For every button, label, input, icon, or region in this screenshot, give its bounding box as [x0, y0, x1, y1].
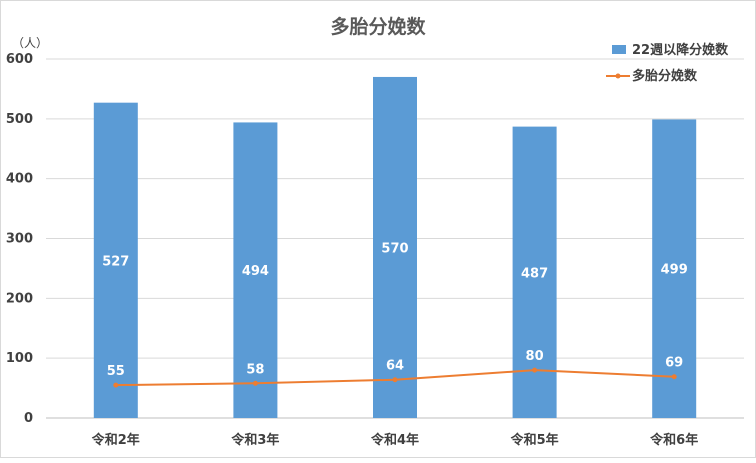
- y-tick-label: 300: [6, 232, 33, 247]
- x-tick-label: 令和3年: [231, 432, 279, 448]
- y-tick-label: 500: [6, 112, 33, 127]
- axis-layer: 0 100 200 300 400 500 600 令和2年 令和3年 令和4年 令和5年 令和6年: [6, 52, 698, 448]
- y-tick-label: 200: [6, 291, 33, 306]
- line-point: [113, 382, 119, 388]
- bar: [373, 76, 417, 418]
- bar: [93, 102, 138, 418]
- bar-data-label: 499: [661, 263, 688, 278]
- line-data-label: 64: [386, 359, 404, 374]
- legend-line-marker: [615, 73, 621, 79]
- y-axis-unit: （人）: [12, 36, 48, 50]
- bar: [233, 122, 278, 418]
- y-tick-label: 600: [6, 52, 33, 67]
- line-data-label: 58: [246, 362, 264, 377]
- line-data-label: 69: [665, 356, 683, 371]
- x-tick-label: 令和6年: [650, 432, 698, 448]
- x-tick-label: 令和4年: [371, 432, 419, 448]
- legend: 22週以降分娩数 多胎分娩数: [606, 42, 729, 84]
- x-tick-label: 令和5年: [511, 432, 559, 448]
- line-data-label: 55: [107, 364, 125, 379]
- label-layer: 527 494 570 487 499 55 58 64 80 69: [102, 241, 688, 379]
- line-point: [532, 367, 538, 373]
- line-data-label: 80: [526, 349, 544, 364]
- bar-layer: [93, 76, 697, 418]
- bar-data-label: 527: [102, 254, 129, 269]
- line-layer: [113, 367, 677, 388]
- line-point: [671, 374, 677, 380]
- bar-data-label: 494: [242, 264, 269, 279]
- legend-line-label: 多胎分娩数: [632, 68, 698, 84]
- legend-bar-label: 22週以降分娩数: [632, 42, 729, 58]
- bar-data-label: 487: [521, 266, 548, 281]
- bar: [652, 119, 697, 418]
- legend-bar-swatch: [612, 45, 626, 54]
- y-tick-label: 100: [6, 351, 33, 366]
- line-point: [252, 380, 258, 386]
- line-point: [392, 377, 398, 383]
- y-tick-label: 400: [6, 172, 33, 187]
- y-tick-label: 0: [24, 411, 33, 426]
- bar-data-label: 570: [381, 241, 408, 256]
- chart-title: 多胎分娩数: [330, 15, 426, 38]
- x-tick-label: 令和2年: [92, 432, 140, 448]
